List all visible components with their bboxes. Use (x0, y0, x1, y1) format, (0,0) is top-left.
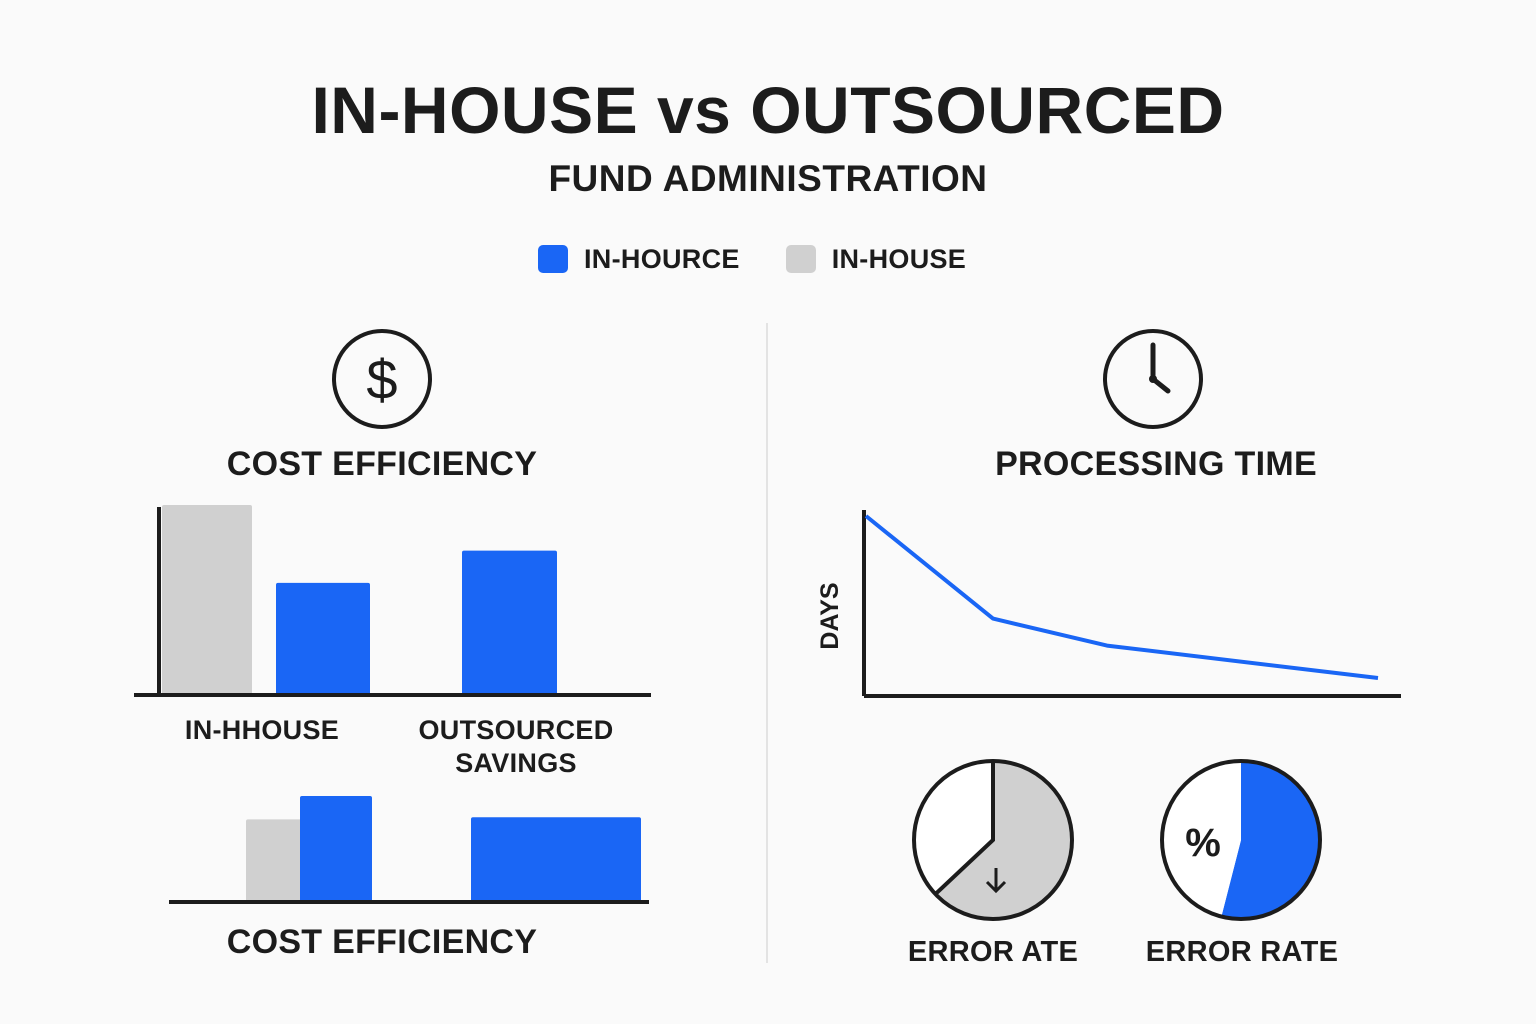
cost-efficiency-bar-chart-2 (169, 796, 649, 904)
bar-2-series-2 (462, 550, 557, 695)
cost-efficiency-heading-2: COST EFFICIENCY (226, 923, 538, 961)
panel-divider (766, 323, 768, 963)
processing-time-heading: PROCESSING TIME (995, 445, 1317, 483)
bar-1-series-1 (162, 505, 252, 695)
error-ate-pie-chart (912, 759, 1074, 921)
y-axis-label: DAYS (816, 582, 844, 649)
page-subtitle: FUND ADMINISTRATION (548, 158, 988, 199)
cost-efficiency-bar-chart (134, 505, 651, 697)
bar2-2-series-2 (471, 817, 641, 902)
clock-icon (1100, 327, 1206, 431)
bar-category-label-2: OUTSOURCED SAVINGS (418, 715, 614, 778)
page-title: IN-HOUSE vs OUTSOURCED (311, 73, 1225, 147)
bar-category-label-1: IN-HHOUSE (184, 715, 340, 745)
error-rate-pie-chart: % (1160, 759, 1322, 921)
percent-symbol: % (1185, 821, 1221, 865)
arrow-down-icon (985, 868, 1007, 894)
processing-time-line-chart: DAYS (816, 510, 1401, 698)
pie2-slice-2 (1162, 761, 1241, 917)
error-ate-label: ERROR ATE (907, 936, 1079, 968)
line-series (864, 514, 1379, 680)
bar-1-series-2 (276, 582, 370, 695)
legend-label-gray: IN-HOUSE (831, 243, 967, 274)
legend-swatch-blue (538, 245, 568, 273)
legend-item-blue: IN-HOURCE (538, 244, 740, 275)
legend: IN-HOURCE IN-HOUSE (538, 242, 1012, 276)
pie1-slice-1 (935, 761, 1072, 919)
pie2-outline (1160, 759, 1322, 921)
pie1-divider (934, 761, 995, 896)
dollar-circle-icon: $ (330, 327, 434, 431)
error-rate-label: ERROR RATE (1145, 936, 1339, 968)
svg-text:$: $ (366, 348, 397, 411)
bar2-1-series-2 (300, 796, 372, 902)
legend-item-gray: IN-HOUSE (785, 243, 967, 275)
cost-efficiency-heading: COST EFFICIENCY (226, 445, 538, 483)
legend-label-blue: IN-HOURCE (584, 243, 740, 274)
pie1-slice-2 (913, 761, 993, 895)
pie2-slice-1 (1221, 760, 1321, 919)
legend-swatch-gray (785, 245, 816, 273)
bar2-1-series-1 (246, 819, 302, 902)
